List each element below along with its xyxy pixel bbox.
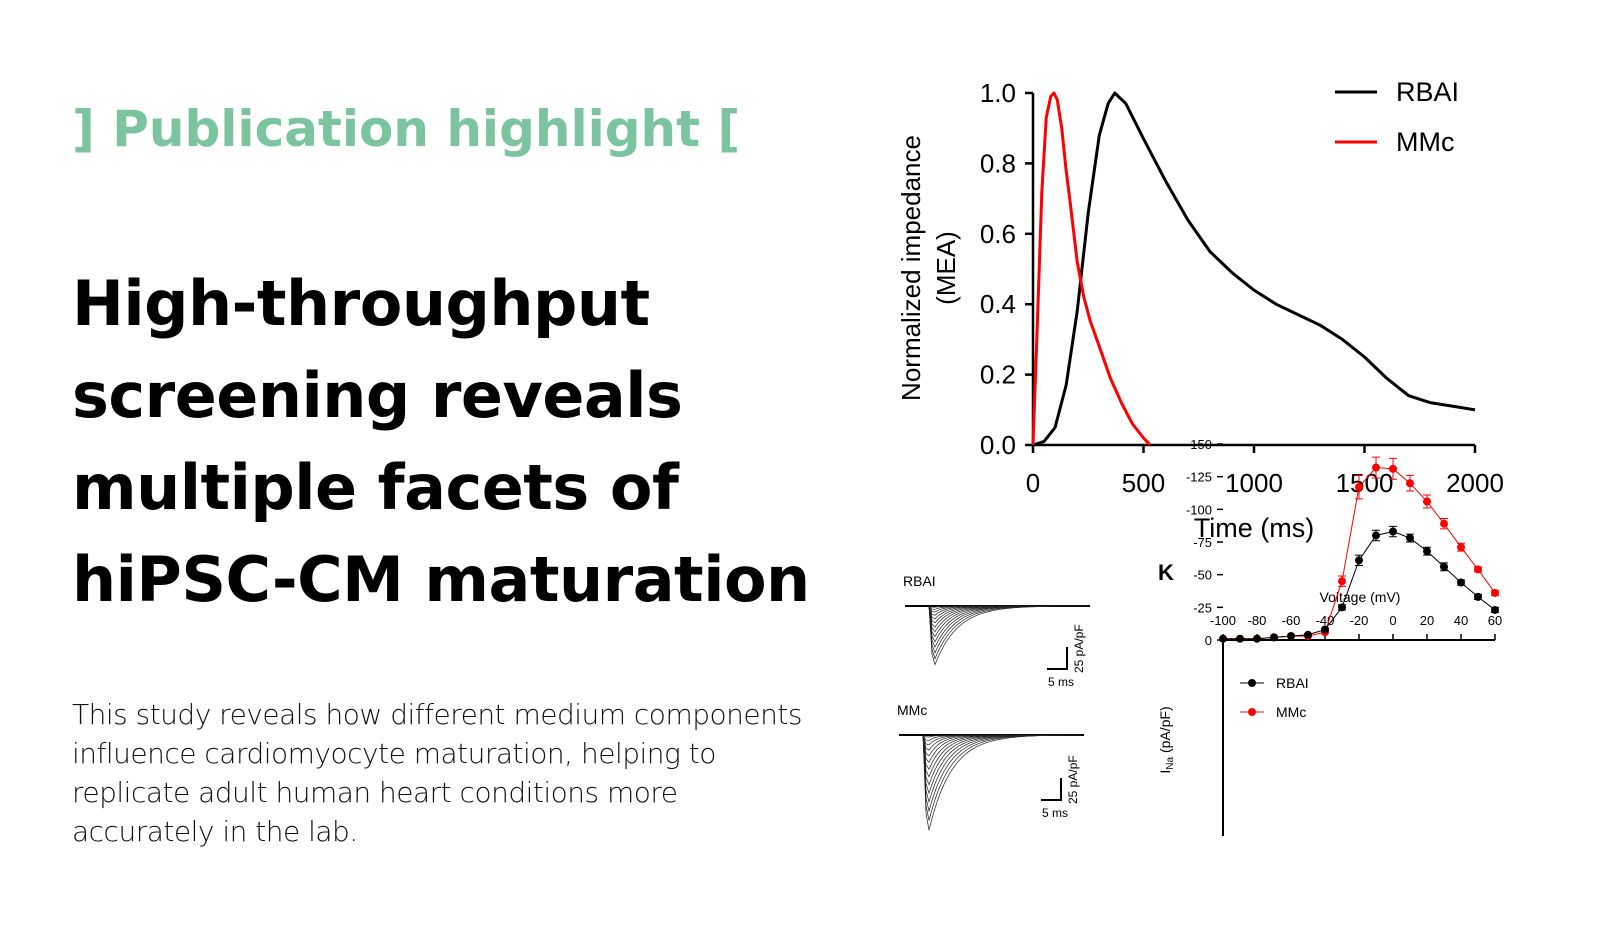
data-point	[1355, 483, 1363, 492]
trace-label: RBAI	[903, 573, 936, 589]
description-line: influence cardiomyocyte maturation, help…	[72, 737, 716, 770]
data-point	[1406, 534, 1414, 543]
series-line-mmc	[1031, 91, 1152, 447]
data-point	[1338, 577, 1346, 586]
x-tick-label: -60	[1282, 613, 1301, 628]
current-trace	[922, 734, 1082, 795]
data-point	[1270, 633, 1278, 642]
data-point	[1440, 519, 1448, 528]
x-axis-label: Voltage (mV)	[1320, 589, 1401, 605]
y-tick-label: -100	[1186, 502, 1212, 517]
publication-highlight-label: ] Publication highlight [	[72, 100, 741, 158]
description-line: This study reveals how different medium …	[72, 698, 802, 731]
y-tick-label: -75	[1193, 535, 1212, 550]
data-point	[1389, 527, 1397, 536]
x-tick-label: 2000	[1446, 468, 1504, 498]
data-point	[1423, 547, 1431, 556]
data-point	[1457, 578, 1465, 587]
data-point	[1287, 632, 1295, 641]
data-point	[1491, 605, 1499, 614]
data-point	[1304, 630, 1312, 639]
description-line: replicate adult human heart conditions m…	[72, 776, 678, 809]
data-point	[1338, 603, 1346, 612]
data-point	[1440, 562, 1448, 571]
scale-y-label: 25 pA/pF	[1066, 755, 1080, 804]
x-tick-label: -80	[1248, 613, 1267, 628]
scale-x-label: 5 ms	[1048, 675, 1074, 689]
data-point	[1321, 625, 1329, 634]
x-tick-label: 40	[1454, 613, 1468, 628]
legend-label: RBAI	[1396, 77, 1459, 107]
scale-bar	[1047, 647, 1068, 670]
current-trace	[928, 605, 1088, 666]
description-line: accurately in the lab.	[72, 815, 358, 848]
data-point	[1423, 497, 1431, 506]
data-point	[1389, 464, 1397, 473]
data-point	[1474, 565, 1482, 574]
x-axis-label: Time (ms)	[1194, 513, 1314, 543]
scale-x-label: 5 ms	[1042, 806, 1068, 820]
y-tick-label: 0.4	[980, 289, 1016, 319]
x-tick-label: 20	[1420, 613, 1434, 628]
x-tick-label: 0	[1026, 468, 1040, 498]
y-axis-label: (MEA)	[931, 231, 961, 305]
x-tick-label: 60	[1488, 613, 1502, 628]
data-point	[1474, 592, 1482, 601]
panel-label: K	[1158, 560, 1174, 585]
scale-y-label: 25 pA/pF	[1072, 624, 1086, 673]
scale-bar	[1041, 778, 1062, 801]
data-point	[1457, 543, 1465, 552]
x-tick-label: 0	[1389, 613, 1396, 628]
y-tick-label: 0	[1205, 633, 1212, 648]
y-tick-label: -125	[1186, 470, 1212, 485]
headline-line: multiple facets of	[72, 451, 679, 524]
x-tick-label: 1000	[1225, 468, 1283, 498]
data-point	[1491, 588, 1499, 597]
headline-line: hiPSC-CM maturation	[72, 543, 810, 616]
legend-marker	[1248, 679, 1256, 687]
y-tick-label: -150	[1186, 437, 1212, 452]
y-tick-label: 0.8	[980, 148, 1016, 178]
data-point	[1355, 556, 1363, 565]
legend-label: MMc	[1276, 704, 1306, 720]
y-tick-label: 0.0	[980, 430, 1016, 460]
data-point	[1372, 463, 1380, 472]
data-point	[1236, 634, 1244, 643]
data-point	[1219, 634, 1227, 643]
current-trace	[922, 734, 1082, 831]
y-tick-label: -50	[1193, 568, 1212, 583]
legend-label: RBAI	[1276, 675, 1309, 691]
y-tick-label: -25	[1193, 600, 1212, 615]
y-axis-label: INa (pA/pF)	[1157, 706, 1176, 773]
headline-line: screening reveals	[72, 359, 683, 432]
headline-line: High-throughput	[72, 267, 650, 340]
y-axis-label: Normalized impedance	[896, 135, 926, 401]
legend-marker	[1248, 708, 1256, 716]
trace-label: MMc	[897, 702, 927, 718]
series-line-rbai	[1032, 91, 1476, 447]
y-tick-label: 1.0	[980, 78, 1016, 108]
current-trace	[922, 734, 1082, 778]
data-point	[1372, 531, 1380, 540]
headline: High-throughput screening reveals multip…	[72, 258, 872, 626]
x-tick-label: -100	[1210, 613, 1236, 628]
current-trace	[928, 605, 1088, 643]
legend-label: MMc	[1396, 127, 1454, 157]
data-point	[1406, 479, 1414, 488]
y-tick-label: 0.6	[980, 219, 1016, 249]
data-point	[1253, 634, 1261, 643]
x-tick-label: 500	[1122, 468, 1165, 498]
x-tick-label: -20	[1350, 613, 1369, 628]
description: This study reveals how different medium …	[72, 695, 872, 851]
y-tick-label: 0.2	[980, 360, 1016, 390]
current-trace	[928, 605, 1088, 633]
x-tick-label: 1500	[1336, 468, 1394, 498]
